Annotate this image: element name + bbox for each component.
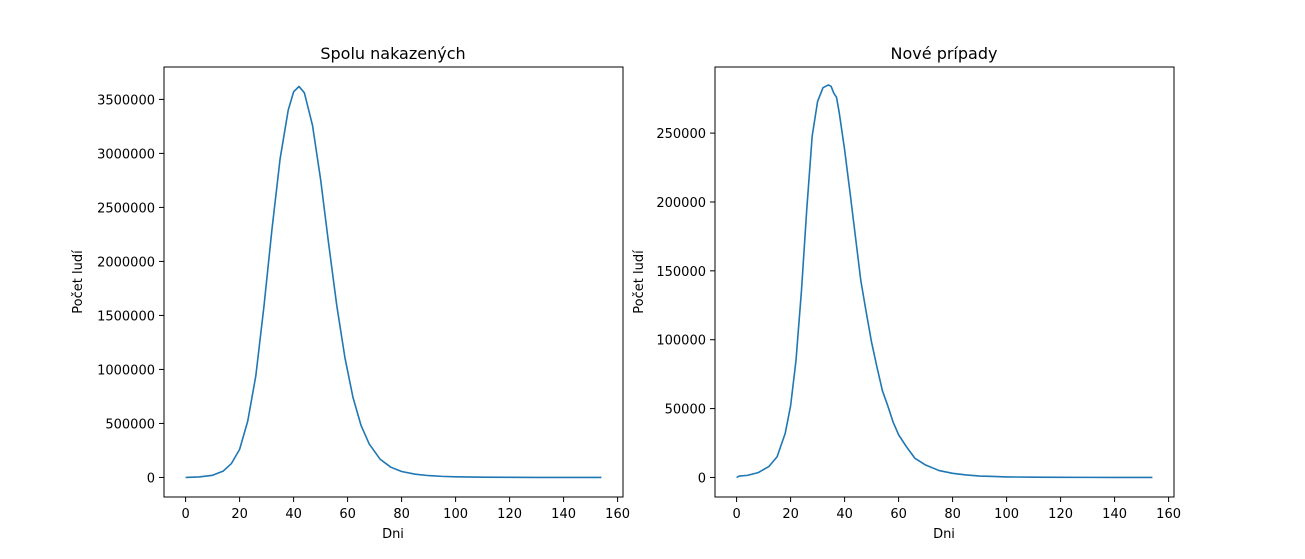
chart-new-cases: Nové prípady 0 20 40 60 80 100 120 140 160 0 5000… (632, 44, 1181, 542)
y-tick-label: 250000 (656, 127, 706, 142)
x-axis-ticks: 0 20 40 60 80 100 120 140 160 (181, 497, 630, 522)
y-axis-ticks: 0 50000 100000 150000 200000 250000 (656, 127, 715, 486)
y-tick-label: 100000 (656, 334, 706, 349)
x-tick-label: 40 (285, 507, 302, 522)
y-tick-label: 1500000 (97, 309, 155, 324)
chart-title: Nové prípady (891, 44, 998, 63)
x-tick-label: 40 (836, 507, 853, 522)
x-tick-label: 140 (1102, 507, 1127, 522)
y-tick-label: 3500000 (97, 93, 155, 108)
x-axis-label: Dni (933, 527, 955, 542)
y-axis-label: Počet ludí (632, 250, 647, 314)
x-tick-label: 20 (231, 507, 248, 522)
y-tick-label: 2500000 (97, 201, 155, 216)
x-tick-label: 120 (1048, 507, 1073, 522)
x-tick-label: 100 (443, 507, 468, 522)
x-tick-label: 60 (890, 507, 907, 522)
chart-total-infected: Spolu nakazených 0 20 40 60 80 100 120 140 160 0… (71, 44, 630, 542)
x-tick-label: 60 (339, 507, 356, 522)
y-tick-label: 2000000 (97, 255, 155, 270)
y-tick-label: 200000 (656, 196, 706, 211)
y-axis-ticks: 0 500000 1000000 1500000 2000000 2500000 30000… (97, 93, 164, 486)
x-tick-label: 0 (732, 507, 740, 522)
x-tick-label: 0 (181, 507, 189, 522)
y-tick-label: 0 (698, 471, 706, 486)
x-tick-label: 140 (551, 507, 576, 522)
x-axis-ticks: 0 20 40 60 80 100 120 140 160 (732, 497, 1181, 522)
y-tick-label: 50000 (665, 403, 706, 418)
x-tick-label: 120 (497, 507, 522, 522)
y-tick-label: 3000000 (97, 147, 155, 162)
y-axis-label: Počet ludí (71, 250, 86, 314)
x-tick-label: 160 (605, 507, 630, 522)
x-tick-label: 100 (994, 507, 1019, 522)
x-axis-label: Dni (382, 527, 404, 542)
y-tick-label: 0 (147, 471, 155, 486)
plot-frame (163, 66, 624, 498)
series-line (185, 85, 602, 479)
y-tick-label: 1000000 (97, 363, 155, 378)
y-tick-label: 150000 (656, 265, 706, 280)
x-tick-label: 80 (393, 507, 410, 522)
series-line (736, 84, 1153, 479)
x-tick-label: 80 (944, 507, 961, 522)
y-tick-label: 500000 (105, 417, 155, 432)
x-tick-label: 160 (1156, 507, 1181, 522)
plot-frame (714, 66, 1175, 498)
x-tick-label: 20 (782, 507, 799, 522)
chart-title: Spolu nakazených (320, 44, 465, 63)
